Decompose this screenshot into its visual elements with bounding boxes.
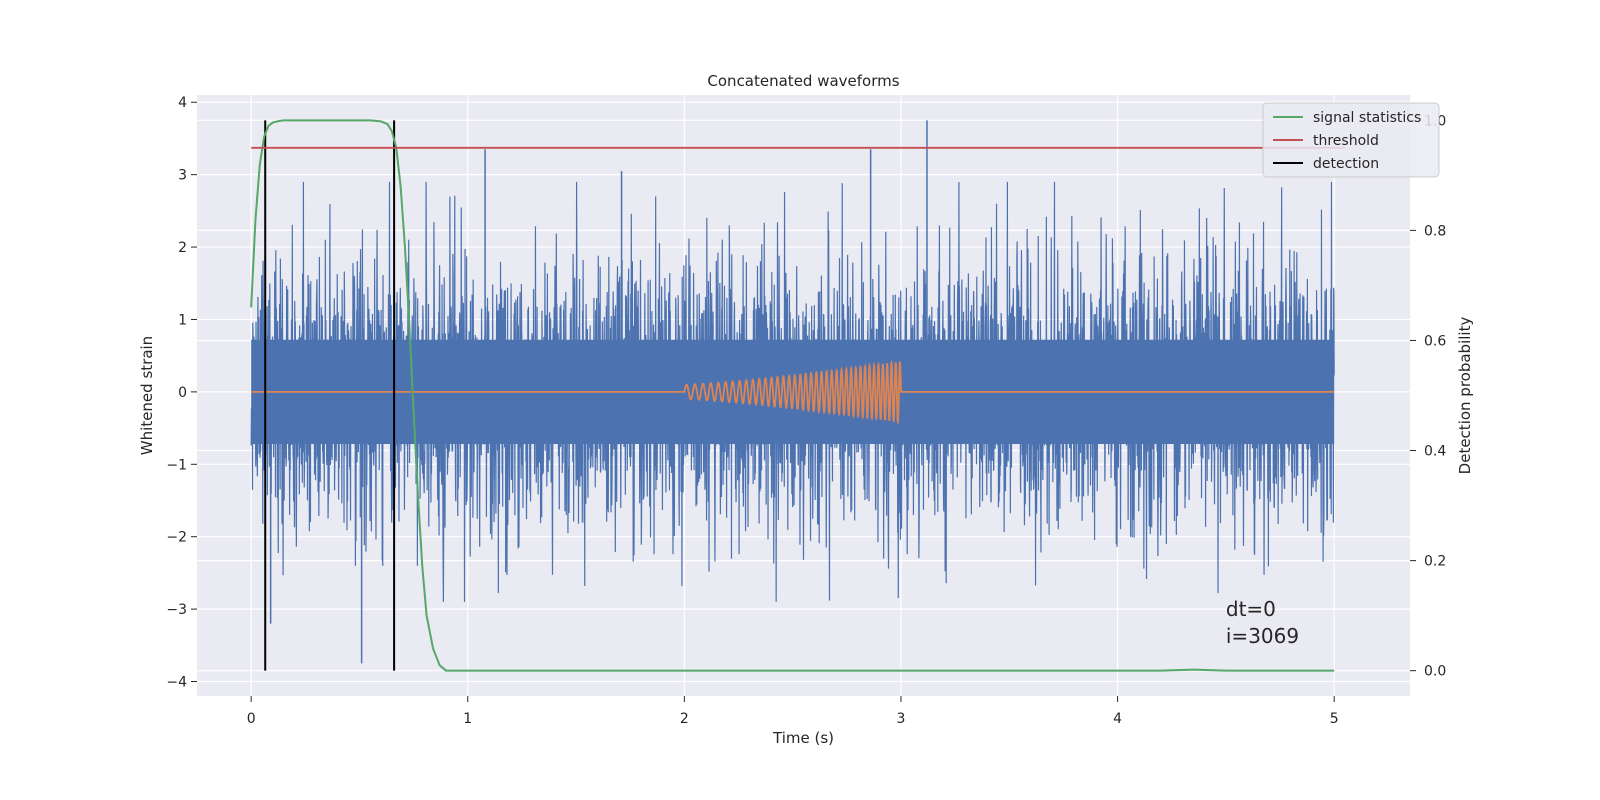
y-right-tick-label: 0.2 bbox=[1424, 554, 1446, 570]
legend: signal statistics threshold detection bbox=[1262, 102, 1440, 178]
waveform-series bbox=[251, 359, 1335, 426]
legend-label: threshold bbox=[1313, 133, 1379, 149]
y-right-tick-label: 0.8 bbox=[1424, 223, 1446, 239]
x-tick-label: 4 bbox=[1113, 711, 1122, 727]
y-tick-label: −3 bbox=[166, 602, 187, 618]
signal-statistics-series bbox=[250, 119, 1335, 672]
x-tick-label: 2 bbox=[680, 711, 689, 727]
x-tick-label: 5 bbox=[1330, 711, 1339, 727]
x-tick-label: 0 bbox=[247, 711, 256, 727]
y-axis-right-label: Detection probability bbox=[1456, 317, 1474, 475]
x-tick-label: 3 bbox=[897, 711, 906, 727]
annotation-index: i=3069 bbox=[1226, 624, 1299, 648]
x-axis-label: Time (s) bbox=[772, 729, 834, 747]
y-tick-label: 0 bbox=[178, 385, 187, 401]
y-tick-label: 4 bbox=[178, 95, 187, 111]
y-tick-label: 1 bbox=[178, 312, 187, 328]
signal-statistics-line bbox=[250, 119, 1335, 672]
y-tick-label: 2 bbox=[178, 240, 187, 256]
legend-label: detection bbox=[1313, 156, 1379, 172]
detection-lines bbox=[264, 120, 396, 671]
y-tick-label: 3 bbox=[178, 168, 187, 184]
y-right-tick-label: 0.6 bbox=[1424, 333, 1446, 349]
y-axis-label: Whitened strain bbox=[138, 336, 156, 455]
chart-title: Concatenated waveforms bbox=[707, 72, 899, 90]
legend-box bbox=[1262, 102, 1440, 178]
y-tick-label: −2 bbox=[166, 530, 187, 546]
y-right-tick-label: 0.4 bbox=[1424, 444, 1446, 460]
waveform-trace bbox=[251, 359, 1335, 426]
y-tick-label: −1 bbox=[166, 457, 187, 473]
legend-label: signal statistics bbox=[1313, 110, 1421, 126]
x-tick-label: 1 bbox=[463, 711, 472, 727]
y-tick-label: −4 bbox=[166, 675, 187, 691]
annotation-dt: dt=0 bbox=[1226, 597, 1276, 621]
y-right-tick-label: 0.0 bbox=[1424, 664, 1446, 680]
